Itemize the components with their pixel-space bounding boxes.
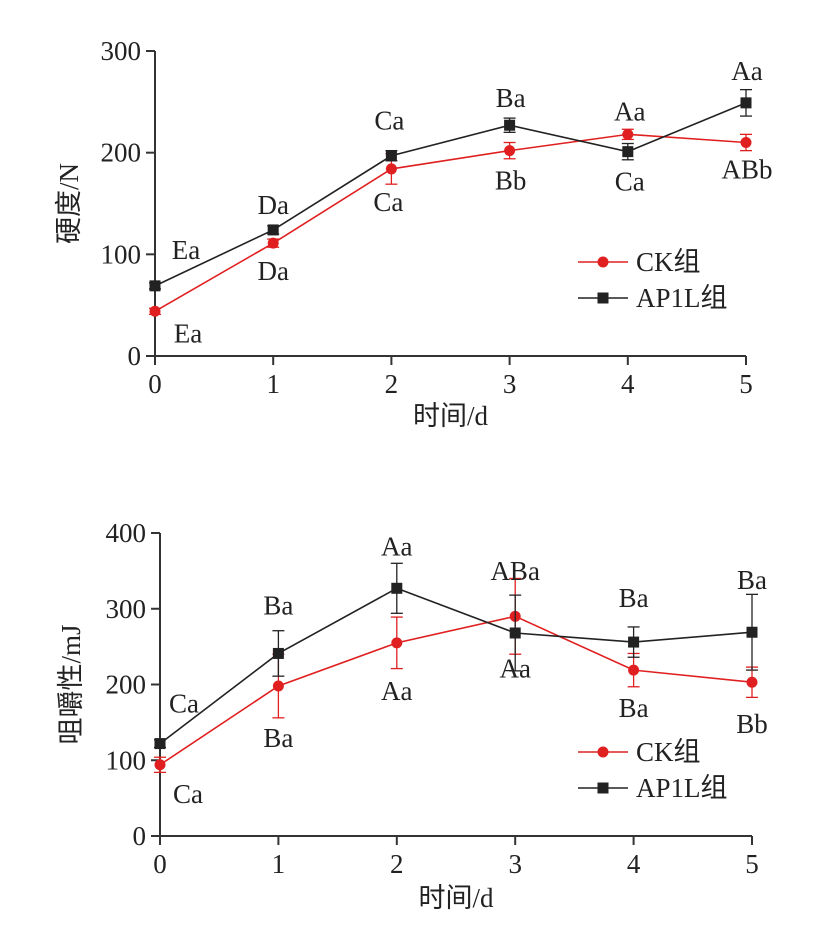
significance-label: ABb	[721, 155, 772, 185]
data-point	[740, 137, 752, 148]
x-tick-label: 1	[272, 849, 286, 879]
significance-label: Ea	[174, 318, 202, 348]
data-point	[154, 738, 166, 750]
legend-marker	[597, 782, 609, 794]
data-point	[509, 627, 521, 639]
significance-label: Ca	[173, 779, 203, 809]
significance-label: Da	[257, 256, 288, 286]
series-line	[159, 587, 753, 745]
data-point	[149, 280, 161, 292]
data-point	[272, 647, 284, 659]
series-ap1l: Ca Ba Aa ABa Ba Ba	[154, 531, 767, 750]
x-tick-label: 4	[621, 369, 635, 399]
data-point	[628, 664, 640, 676]
y-tick-label: 200	[106, 670, 147, 700]
x-tick-label: 3	[508, 849, 522, 879]
significance-label: Da	[257, 190, 288, 220]
x-tick-label: 5	[739, 369, 753, 399]
data-point	[385, 150, 397, 162]
legend: CK组 AP1L组	[578, 737, 728, 803]
data-point	[746, 676, 758, 688]
significance-label: Ca	[373, 187, 403, 217]
y-tick-label: 200	[101, 138, 142, 168]
x-tick-label: 3	[503, 369, 517, 399]
significance-label: Ba	[496, 83, 526, 113]
legend: CK组 AP1L组	[578, 247, 728, 313]
y-tick-label: 400	[106, 518, 147, 548]
y-tick-label: 0	[133, 821, 147, 851]
y-tick-label: 300	[101, 36, 142, 66]
significance-label: Ba	[737, 565, 767, 595]
legend-marker	[597, 746, 609, 758]
data-point	[746, 626, 758, 638]
significance-label: Ba	[263, 590, 293, 620]
significance-label: Bb	[495, 166, 527, 196]
x-tick-label: 2	[390, 849, 404, 879]
significance-label: Bb	[736, 709, 768, 739]
legend-label: CK组	[636, 737, 701, 767]
series-line	[159, 615, 753, 766]
y-tick-label: 300	[106, 594, 147, 624]
y-tick-label: 100	[106, 745, 147, 775]
significance-label: Ca	[374, 106, 404, 136]
data-point	[385, 163, 397, 175]
data-point	[391, 637, 403, 649]
x-tick-label: 2	[385, 369, 399, 399]
data-point	[504, 145, 516, 157]
data-point	[149, 305, 161, 317]
data-point	[504, 119, 516, 131]
significance-label: Ca	[169, 689, 199, 719]
x-tick-label: 0	[153, 849, 167, 879]
legend-label: AP1L组	[636, 773, 728, 803]
data-point	[272, 680, 284, 692]
data-point	[628, 636, 640, 648]
legend-marker	[597, 292, 609, 304]
series-ck: Ea Da Ca Bb Aa ABb	[149, 96, 773, 348]
significance-label: Aa	[731, 56, 762, 86]
significance-label: Ba	[619, 583, 649, 613]
data-point	[740, 97, 752, 109]
chewiness-chart: 0 100 200 300 400 0 1 2 3 4 5 时间/d 咀嚼性/mJ Ca Ba Aa Aa Ba B…	[56, 518, 768, 913]
x-tick-label: 4	[627, 849, 641, 879]
x-tick-label: 0	[148, 369, 162, 399]
hardness-chart: 0 100 200 300 0 1 2 3 4 5 时间/d 硬度/N Ea Da Ca Bb Aa ABb Ea D…	[54, 36, 773, 431]
y-tick-label: 100	[101, 239, 142, 269]
data-point	[622, 128, 634, 140]
y-tick-label: 0	[128, 341, 142, 371]
significance-label: Aa	[381, 676, 412, 706]
legend-label: CK组	[636, 247, 701, 277]
x-axis-label: 时间/d	[413, 401, 489, 431]
x-axis-label: 时间/d	[418, 883, 494, 913]
data-point	[622, 146, 634, 158]
significance-label: Ba	[263, 723, 293, 753]
data-point	[154, 759, 166, 771]
x-tick-label: 5	[745, 849, 759, 879]
significance-label: Aa	[614, 96, 645, 126]
x-tick-label: 1	[266, 369, 280, 399]
significance-label: ABa	[490, 556, 540, 586]
legend-label: AP1L组	[636, 283, 728, 313]
significance-label: Ba	[619, 693, 649, 723]
significance-label: Ea	[172, 235, 200, 265]
series-ap1l: Ea Da Ca Ba Ca Aa	[149, 56, 763, 292]
y-axis-label: 硬度/N	[54, 163, 84, 244]
legend-marker	[597, 256, 609, 268]
y-axis-label: 咀嚼性/mJ	[56, 624, 86, 744]
series-line	[154, 102, 747, 287]
series-line	[154, 133, 747, 312]
significance-label: Ca	[615, 167, 645, 197]
data-point	[267, 237, 279, 249]
significance-label: Aa	[381, 531, 412, 561]
data-point	[391, 582, 403, 594]
data-point	[267, 224, 279, 236]
